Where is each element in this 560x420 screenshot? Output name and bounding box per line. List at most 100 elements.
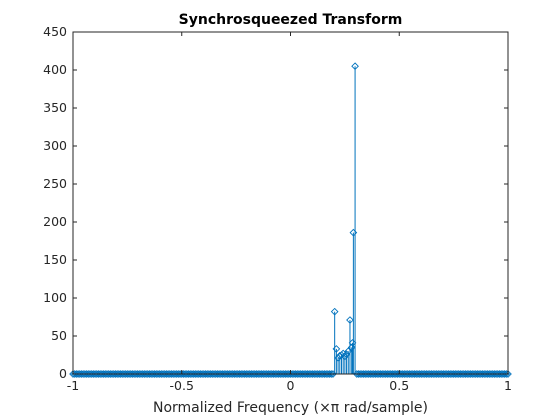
stem-marker: [414, 370, 422, 378]
stem-marker: [99, 370, 108, 378]
stem-marker: [232, 370, 240, 378]
stem-marker: [150, 370, 159, 378]
stem-marker: [254, 370, 263, 378]
stem-marker: [135, 370, 144, 378]
stem-marker: [191, 370, 200, 378]
stem-marker: [137, 370, 145, 378]
stem-marker: [429, 370, 438, 378]
stem-marker: [480, 370, 489, 378]
stem-marker: [487, 370, 495, 378]
stem-marker: [327, 370, 336, 378]
y-tick-label: 400: [43, 62, 67, 77]
stem-marker: [315, 370, 324, 378]
y-tick-label: 350: [43, 100, 67, 115]
stem-marker: [431, 370, 439, 378]
stem-marker: [79, 370, 88, 378]
stem-marker: [308, 370, 317, 378]
stem-marker: [465, 370, 473, 378]
stem-marker: [228, 370, 237, 378]
stem-marker: [444, 370, 453, 378]
stem-marker: [470, 370, 478, 378]
plot-area: [73, 32, 508, 374]
stem-marker: [476, 370, 485, 378]
stem-marker: [424, 370, 432, 378]
stem-marker: [256, 370, 264, 378]
stem-marker: [164, 370, 172, 378]
stem-marker: [395, 370, 404, 378]
stem-marker: [205, 370, 213, 378]
stem-marker: [390, 370, 398, 378]
stem-marker: [473, 370, 482, 378]
stem-marker: [142, 370, 150, 378]
stem-marker: [259, 370, 268, 378]
stem-marker: [412, 370, 421, 378]
stem-marker: [383, 370, 392, 378]
stem-marker: [410, 370, 419, 378]
stem-marker: [220, 370, 229, 378]
stem-marker: [96, 370, 105, 378]
stem-marker: [376, 370, 385, 378]
stem-marker: [485, 370, 494, 378]
stem-marker: [273, 370, 281, 378]
stem-marker: [149, 370, 157, 378]
stem-marker: [352, 370, 361, 378]
stem-marker: [91, 370, 99, 378]
stem-marker: [75, 370, 84, 378]
axis-ticks: -1 -0.5 0 0.5 1 0 50 100 150 200 250 300 350 400 450: [43, 24, 512, 393]
stem-marker: [468, 370, 477, 378]
stem-marker: [300, 370, 308, 378]
stem-marker: [261, 370, 269, 378]
stem-marker: [72, 370, 81, 378]
stem-marker: [152, 370, 161, 378]
stem-marker: [466, 370, 475, 378]
stem-marker: [427, 370, 436, 378]
y-tick-label: 0: [59, 366, 67, 381]
stem-marker: [420, 370, 429, 378]
y-tick-label: 450: [43, 24, 67, 39]
stem-marker: [310, 370, 319, 378]
stem-marker: [295, 370, 303, 378]
stem-marker: [286, 370, 295, 378]
stem-marker: [115, 370, 123, 378]
stem-marker: [449, 370, 458, 378]
stem-marker: [154, 370, 162, 378]
stem-marker: [94, 370, 103, 378]
stem-marker: [348, 339, 357, 347]
stem-marker: [81, 370, 89, 378]
stem-marker: [407, 370, 415, 378]
stem-marker: [490, 370, 499, 378]
stem-marker: [441, 370, 449, 378]
stem-marker: [145, 370, 154, 378]
stem-marker: [312, 370, 320, 378]
stem-marker: [318, 370, 327, 378]
stem-marker: [475, 370, 483, 378]
stem-marker: [210, 370, 218, 378]
stem-marker: [463, 370, 472, 378]
stem-marker: [461, 370, 470, 378]
stem-marker: [262, 370, 271, 378]
stem-marker: [227, 370, 235, 378]
stem-marker: [451, 370, 460, 378]
stem-marker: [436, 370, 444, 378]
stem-marker: [354, 370, 363, 378]
stem-marker: [419, 370, 427, 378]
stem-marker: [320, 370, 329, 378]
stem-marker: [186, 370, 195, 378]
stem-marker: [250, 370, 259, 378]
stem-marker: [471, 370, 480, 378]
stem-marker: [373, 370, 381, 378]
stem-marker: [456, 370, 465, 378]
stem-marker: [267, 370, 276, 378]
stem-series: [69, 62, 512, 378]
stem-marker: [235, 370, 244, 378]
stem-marker: [274, 370, 283, 378]
stem-marker: [453, 370, 461, 378]
stem-marker: [143, 370, 152, 378]
stem-marker: [392, 370, 400, 378]
stem-marker: [196, 370, 205, 378]
stem-marker: [201, 370, 210, 378]
stem-marker: [162, 370, 171, 378]
stem-marker: [398, 370, 407, 378]
stem-marker: [92, 370, 101, 378]
